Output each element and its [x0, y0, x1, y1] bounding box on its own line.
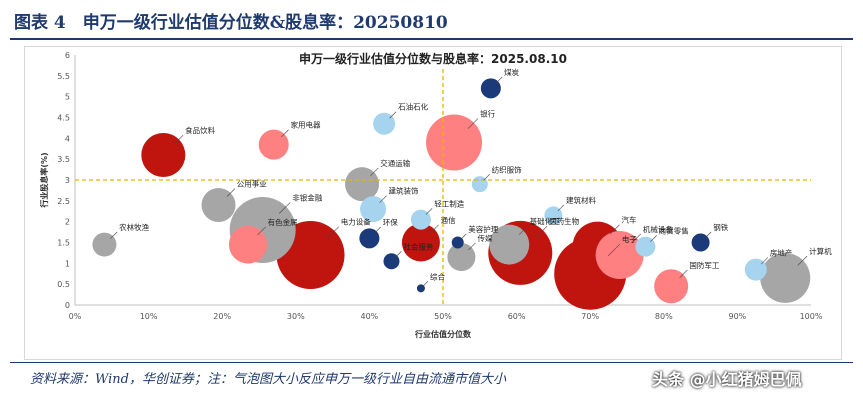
- label-机械设备: 机械设备: [643, 224, 673, 234]
- label-公用事业: 公用事业: [237, 179, 267, 189]
- label-石油石化: 石油石化: [398, 102, 428, 112]
- y-tick-label: 5.5: [57, 72, 70, 81]
- label-纺织服饰: 纺织服饰: [492, 164, 522, 174]
- leader-基础化工: [519, 225, 528, 235]
- chart-panel: 申万一级行业估值分位数与股息率：2025.08.10 0% 10% 20% 30% 40%…: [24, 46, 842, 360]
- x-tick-label: 80%: [655, 312, 673, 321]
- label-社会服务: 社会服务: [403, 241, 433, 251]
- label-基础化工: 基础化工: [530, 216, 560, 226]
- leader-轻工制造: [425, 208, 433, 215]
- footer-divider: [10, 362, 853, 363]
- watermark: 头条 @小红猪姆巴佩: [652, 370, 802, 389]
- x-tick-label: 40%: [361, 312, 379, 321]
- x-tick-label: 0%: [69, 312, 82, 321]
- leader-商贸零售: [650, 235, 657, 242]
- leader-传媒: [468, 242, 476, 251]
- leader-建筑装饰: [379, 195, 387, 203]
- leader-非银金融: [278, 202, 291, 214]
- leader-石油石化: [389, 111, 397, 119]
- leader-通信: [430, 224, 439, 234]
- leader-医药生物: [536, 225, 548, 238]
- x-axis-label: 行业估值分位数: [414, 329, 472, 339]
- leader-电子: [607, 243, 621, 256]
- y-tick-label: 3: [65, 176, 70, 185]
- chart-title: 申万一级行业估值分位数与股息率：2025.08.10: [299, 51, 567, 66]
- x-tick-label: 70%: [581, 312, 599, 321]
- leader-纺织服饰: [483, 174, 490, 181]
- label-电力设备: 电力设备: [341, 217, 371, 227]
- leader-建筑材料: [557, 204, 565, 212]
- label-农林牧渔: 农林牧渔: [119, 222, 149, 232]
- leader-家用电器: [281, 129, 289, 138]
- label-轻工制造: 轻工制造: [434, 198, 464, 208]
- x-tick-label: 10%: [140, 312, 158, 321]
- label-建筑装饰: 建筑装饰: [389, 186, 419, 196]
- bubble-家用电器: [258, 129, 289, 160]
- figure-title: 图表 4 申万一级行业估值分位数&股息率：20250810: [14, 13, 448, 33]
- label-通信: 通信: [441, 215, 456, 225]
- label-综合: 综合: [430, 271, 445, 281]
- leader-综合: [422, 281, 429, 287]
- y-tick-label: 5: [65, 93, 70, 102]
- y-tick-label: 6: [65, 51, 70, 60]
- bubble-chart: 申万一级行业估值分位数与股息率：2025.08.10 0% 10% 20% 30% 40%…: [39, 51, 832, 339]
- label-国防军工: 国防军工: [689, 260, 719, 270]
- x-tick-label: 90%: [729, 312, 747, 321]
- y-tick-label: 2: [65, 218, 70, 227]
- leader-公用事业: [226, 188, 235, 197]
- leader-农林牧渔: [110, 231, 118, 239]
- leader-国防军工: [679, 269, 688, 278]
- y-axis-label: 行业股息率(%): [39, 152, 49, 208]
- label-汽车: 汽车: [621, 215, 636, 225]
- y-tick-label: 1.5: [57, 239, 70, 248]
- leader-钢铁: [704, 231, 712, 239]
- x-tick-label: 20%: [213, 312, 231, 321]
- leader-美容护理: [460, 233, 467, 240]
- leader-机械设备: [631, 233, 642, 244]
- label-有色金属: 有色金属: [268, 217, 298, 227]
- leader-社会服务: [395, 251, 402, 258]
- label-计算机: 计算机: [809, 246, 832, 256]
- label-交通运输: 交通运输: [380, 158, 410, 168]
- label-传媒: 传媒: [478, 233, 493, 243]
- label-煤炭: 煤炭: [504, 67, 519, 77]
- leader-环保: [374, 226, 381, 234]
- y-tick-label: 4: [65, 134, 70, 143]
- label-医药生物: 医药生物: [549, 216, 579, 226]
- label-食品饮料: 食品饮料: [185, 125, 215, 135]
- x-tick-label: 60%: [508, 312, 526, 321]
- y-tick-label: 1: [65, 259, 70, 268]
- x-tick-label: 50%: [434, 312, 452, 321]
- leader-房地产: [761, 257, 769, 265]
- y-tick-label: 0.5: [57, 280, 70, 289]
- label-商贸零售: 商贸零售: [659, 225, 689, 235]
- leader-有色金属: [257, 226, 266, 236]
- leader-计算机: [797, 255, 808, 266]
- leader-食品饮料: [174, 134, 184, 145]
- y-tick-label: 4.5: [57, 114, 70, 123]
- label-电子: 电子: [622, 234, 637, 244]
- label-房地产: 房地产: [770, 248, 793, 258]
- y-tick-label: 2.5: [57, 197, 70, 206]
- source-note: 资料来源：Wind，华创证券；注：气泡图大小反应申万一级行业自由流通市值大小: [30, 372, 506, 387]
- label-钢铁: 钢铁: [713, 222, 728, 232]
- title-divider: [10, 38, 853, 40]
- x-tick-label: 100%: [800, 312, 823, 321]
- label-家用电器: 家用电器: [291, 120, 321, 130]
- leader-交通运输: [370, 167, 379, 176]
- bubble-计算机: [760, 252, 811, 303]
- label-建筑材料: 建筑材料: [566, 195, 596, 205]
- label-美容护理: 美容护理: [468, 224, 498, 234]
- label-非银金融: 非银金融: [292, 192, 322, 202]
- leader-煤炭: [495, 76, 503, 84]
- label-银行: 银行: [480, 108, 495, 118]
- y-tick-label: 0: [65, 301, 70, 310]
- x-tick-label: 30%: [287, 312, 305, 321]
- leader-汽车: [609, 224, 620, 235]
- label-环保: 环保: [383, 218, 398, 227]
- leader-电力设备: [327, 226, 340, 239]
- y-tick-label: 3.5: [57, 155, 70, 164]
- leader-银行: [467, 118, 479, 129]
